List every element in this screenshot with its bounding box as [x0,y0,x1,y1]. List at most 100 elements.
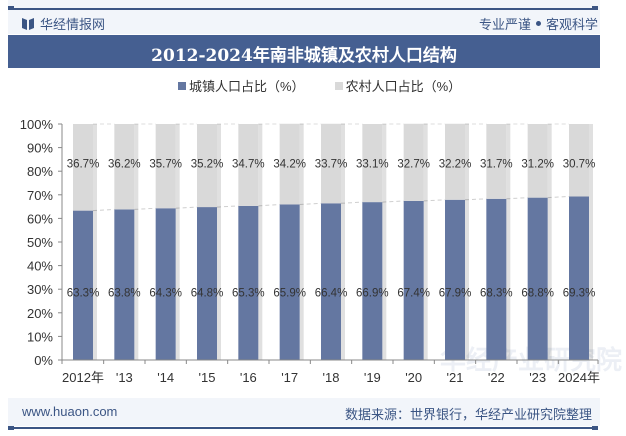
data-label-rural: 33.1% [356,159,389,171]
bar-shadow [258,205,263,360]
data-label-rural: 32.2% [439,159,472,171]
data-label-rural: 36.2% [108,159,141,171]
bars-group [73,123,593,360]
bar-urban [403,200,424,360]
series-connector-line [547,195,570,199]
x-tick-label: '15 [199,370,216,385]
legend-item-urban[interactable]: 城镇人口占比（%） [178,76,305,95]
data-label-rural: 36.7% [67,159,100,171]
bar-rural [362,124,383,203]
bar-rural [321,123,341,204]
bar-shadow [258,124,263,206]
bar-rural [73,124,93,211]
bar-shadow [175,124,180,209]
bar-shadow [134,124,139,210]
x-tick-label: '16 [240,370,257,385]
bar-shadow [589,196,593,360]
x-tick-label: '19 [364,370,381,385]
bar-rural [279,123,300,205]
book-icon [22,18,34,30]
bar-urban [238,205,259,360]
series-connector-line [299,202,322,205]
header-divider-cap [8,6,14,10]
bar-urban [486,198,507,360]
footer-url[interactable]: www.huaon.com [22,404,118,419]
bar-urban [279,204,300,360]
data-label-urban: 63.8% [108,287,141,299]
bar-shadow [465,199,469,360]
series-connector-line [340,201,363,204]
series-connector-line [134,207,156,210]
series-connector-line [382,200,404,203]
bar-rural [486,124,507,199]
bar-urban [114,209,135,360]
series-connector-line [258,203,280,207]
legend-item-rural[interactable]: 农村人口占比（%） [334,76,462,95]
data-label-rural: 33.7% [315,159,348,171]
y-tick-label: 10% [27,329,53,344]
header-divider-cap [592,6,598,10]
bar-shadow [589,124,593,197]
footer-bar: www.huaon.com 数据来源：世界银行，华经产业研究院整理 [8,398,600,426]
legend-swatch-rural [334,81,343,90]
data-label-rural: 34.2% [273,159,306,171]
brand-logo[interactable]: 华经情报网 [22,14,105,33]
data-label-urban: 64.3% [149,287,182,299]
brand-name: 华经情报网 [40,17,106,32]
y-axis: 0% 10% 20% 30% 40% 50% 60% 70% 80% 90% 100% [20,117,63,368]
data-label-urban: 66.9% [356,287,389,299]
x-tick-label: '21 [447,370,464,385]
y-tick-label: 90% [27,141,53,156]
data-label-urban: 67.4% [397,287,430,299]
x-tick-label: '17 [281,370,298,385]
header-divider [8,8,598,10]
series-connector-line [92,208,115,212]
data-label-urban: 65.9% [273,287,306,299]
bar-shadow [341,123,345,204]
slogan-right: 客观科学 [545,17,598,32]
x-tick-label: '20 [405,370,422,385]
bar-urban [73,210,93,360]
bar-rural [155,124,176,209]
bar-shadow [423,123,428,201]
legend-label-rural: 农村人口占比（%） [345,79,462,94]
data-label-urban: 65.3% [232,287,265,299]
bar-shadow [134,209,139,360]
bar-urban [155,208,176,360]
x-tick-label: '18 [323,370,340,385]
bar-shadow [217,124,221,208]
data-label-rural: 31.2% [521,159,554,171]
bar-urban [527,197,548,360]
x-tick-label: '14 [157,370,174,385]
bar-rural [403,123,424,201]
y-tick-label: 60% [27,211,53,226]
y-tick-label: 30% [27,282,53,297]
series-connector-line [175,206,198,209]
x-tick-label: '22 [488,370,505,385]
legend-swatch-urban [178,81,186,90]
title-bar: 2012-2024年南非城镇及农村人口结构 [8,35,600,68]
y-tick-label: 70% [27,188,53,203]
bar-rural [238,124,259,206]
footer-divider-cap [592,426,598,430]
header-bar [8,0,600,34]
data-label-urban: 66.4% [315,287,348,299]
bar-urban [197,207,217,360]
bar-urban [321,203,341,360]
data-label-urban: 64.8% [191,287,224,299]
bar-rural [569,124,589,197]
bar-shadow [465,123,469,200]
bar-shadow [175,208,180,360]
bullet-dot-icon [535,21,541,26]
x-axis: 2012年 '13 '14 '15 '16 '17 '18 '19 '20 '21 '22 '23 20… [61,359,600,385]
bar-shadow [217,207,221,360]
data-labels: 63.3% 36.7% 63.8% 36.2% 64.3% 35.7% 64.8% 35.2%… [67,159,596,300]
slogan: 专业严谨 客观科学 [479,14,598,33]
y-tick-label: 0% [34,353,53,368]
series-connector-line [423,199,446,202]
data-label-rural: 32.7% [397,159,430,171]
bar-rural [197,124,217,208]
x-tick-label: '23 [529,370,546,385]
bar-shadow [299,204,304,360]
